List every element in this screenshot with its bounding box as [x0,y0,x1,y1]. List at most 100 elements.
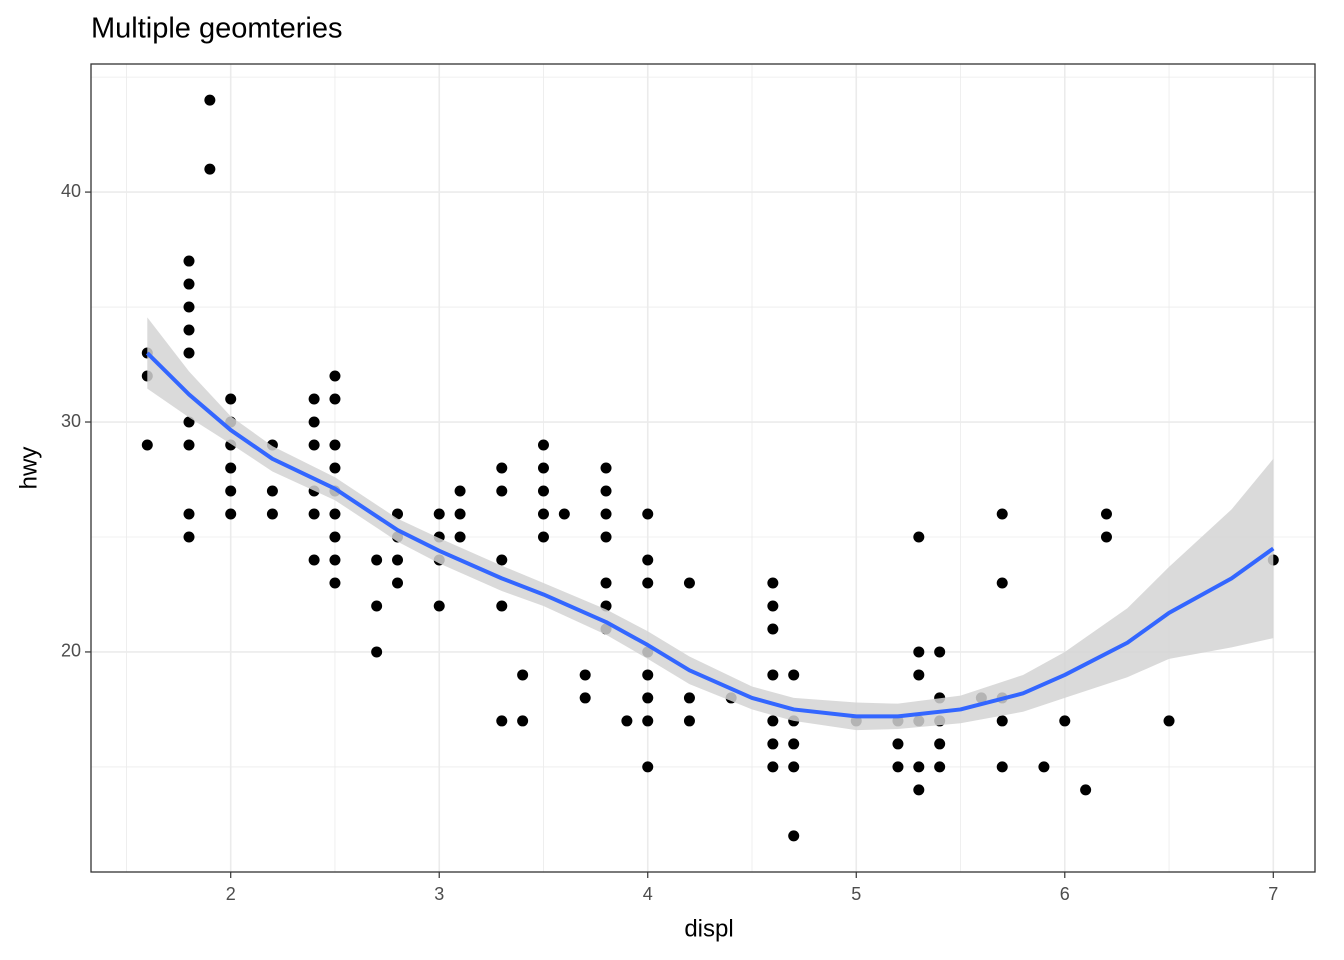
point [537,439,549,451]
point [496,462,508,474]
point [183,301,195,313]
x-tick-label: 7 [1268,884,1278,904]
point [183,439,195,451]
point [371,646,383,658]
point [454,485,466,497]
point [934,646,946,658]
point [788,830,800,842]
x-tick-label: 2 [226,884,236,904]
point [183,255,195,267]
panel-border [90,63,1316,873]
point [642,577,654,589]
y-axis-title: hwy [15,447,42,490]
point [1038,761,1050,773]
point [579,669,591,681]
x-tick-label: 6 [1060,884,1070,904]
point [329,577,341,589]
y-tick-label: 40 [61,181,81,201]
point [392,508,404,520]
point [642,715,654,727]
point [225,393,237,405]
point [600,485,612,497]
point [266,508,278,520]
point [767,738,779,750]
point [537,531,549,543]
x-tick-label: 5 [851,884,861,904]
point [329,370,341,382]
point [683,715,695,727]
point [433,600,445,612]
point [600,577,612,589]
point [683,577,695,589]
point [329,508,341,520]
point [329,439,341,451]
point [621,715,633,727]
point [642,554,654,566]
x-axis-title: displ [684,915,733,942]
point [788,738,800,750]
point [913,646,925,658]
point [600,531,612,543]
point [934,761,946,773]
point [996,508,1008,520]
point [329,554,341,566]
point [225,508,237,520]
point [183,416,195,428]
y-tick-label: 20 [61,641,81,661]
point [433,508,445,520]
point [767,577,779,589]
point [913,531,925,543]
x-tick-label: 3 [434,884,444,904]
point [308,439,320,451]
point [1059,715,1071,727]
point [308,508,320,520]
point [454,508,466,520]
point [892,761,904,773]
point [913,784,925,796]
point [496,600,508,612]
point [767,761,779,773]
point [392,577,404,589]
point [892,738,904,750]
point [204,94,216,106]
point [996,577,1008,589]
point [996,761,1008,773]
point [141,439,153,451]
y-tick-label: 30 [61,411,81,431]
point [266,485,278,497]
point [1100,508,1112,520]
point [683,692,695,704]
point [767,715,779,727]
point [537,508,549,520]
point [767,669,779,681]
point [183,531,195,543]
point [329,462,341,474]
point [308,416,320,428]
point [642,761,654,773]
point [183,347,195,359]
point [371,600,383,612]
point [913,669,925,681]
point [558,508,570,520]
smooth-line [145,351,1275,719]
point [225,462,237,474]
point [308,554,320,566]
point [329,393,341,405]
point [517,715,529,727]
point [517,669,529,681]
point [537,485,549,497]
point [788,669,800,681]
point [767,600,779,612]
point [767,623,779,635]
point [642,692,654,704]
point [204,163,216,175]
point [537,462,549,474]
point [496,485,508,497]
point [1163,715,1175,727]
chart-title: Multiple geomteries [91,13,342,45]
point [392,554,404,566]
x-tick-label: 4 [643,884,653,904]
